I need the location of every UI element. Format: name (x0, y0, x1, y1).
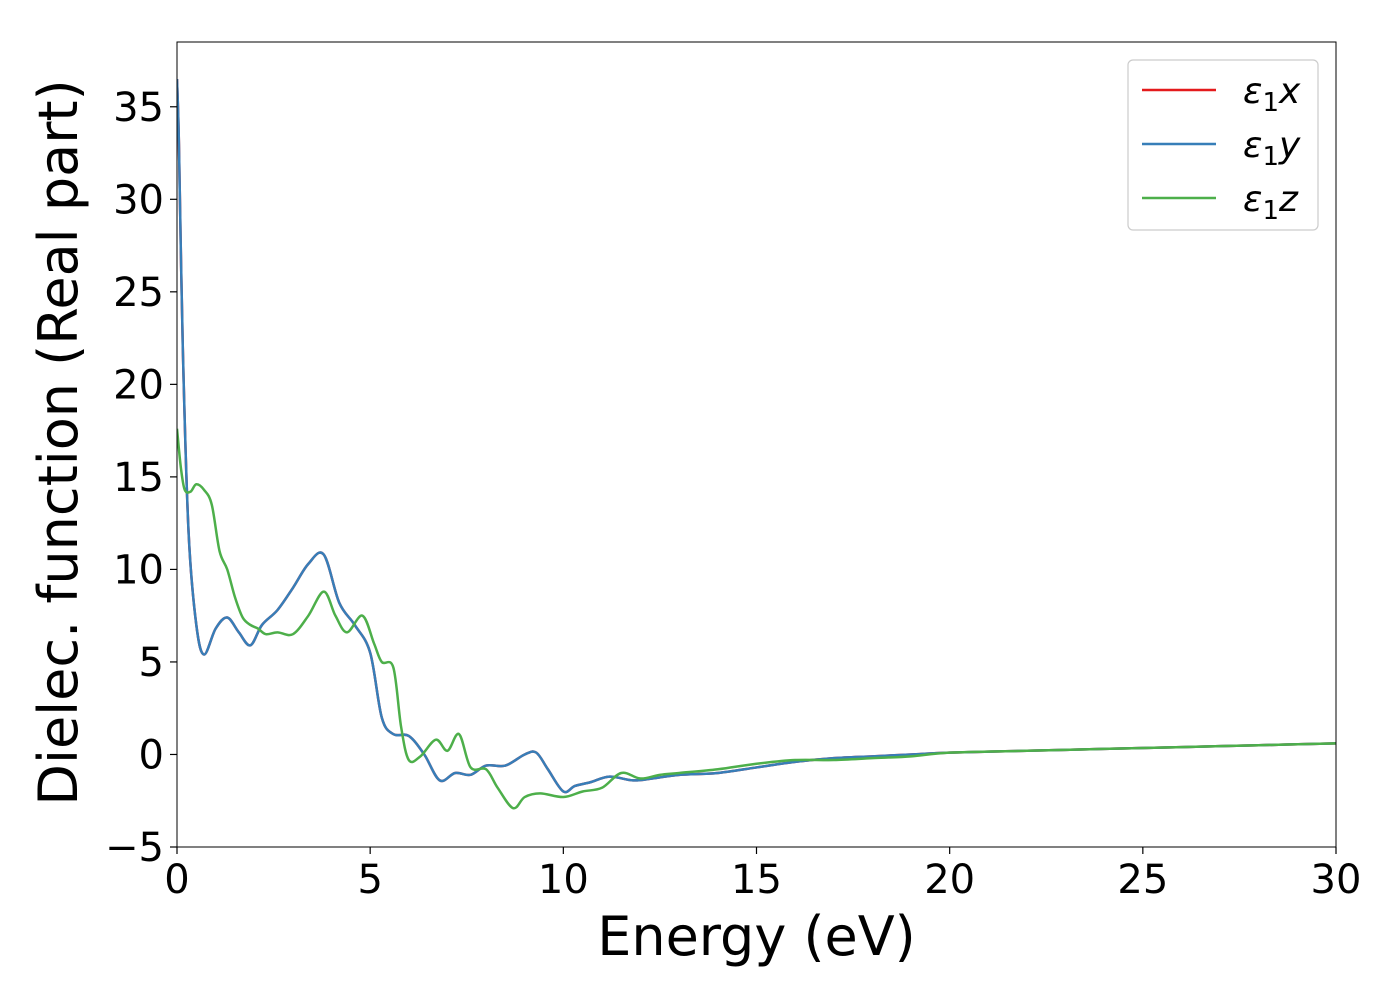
x-tick-label: 5 (357, 857, 382, 903)
x-tick-label: 20 (924, 857, 975, 903)
y-axis-label: Dielec. function (Real part) (27, 79, 90, 805)
y-tick-label: −5 (105, 825, 164, 871)
legend-label-x: ε1x (1243, 71, 1301, 118)
y-tick-label: 5 (139, 640, 164, 686)
legend-box (1127, 59, 1319, 231)
x-tick-label: 25 (1117, 857, 1168, 903)
y-tick-label: 10 (113, 547, 164, 593)
legend-items: ε1x ε1y ε1z (1142, 71, 1301, 226)
y-tick-label: 35 (113, 85, 164, 131)
x-tick-label: 15 (731, 857, 782, 903)
x-axis-label: Energy (eV) (597, 905, 916, 968)
legend-label-z: ε1z (1243, 179, 1299, 226)
y-tick-label: 15 (113, 455, 164, 501)
y-tick-label: 0 (139, 732, 164, 778)
series-line-z (177, 428, 1336, 810)
legend-label-y: ε1y (1243, 125, 1301, 172)
x-tick-label: 30 (1311, 857, 1362, 903)
series-layer (177, 78, 1336, 810)
x-tick-label: 10 (538, 857, 589, 903)
y-tick-label: 20 (113, 362, 164, 408)
y-tick-label: 30 (113, 177, 164, 223)
x-tick-label: 0 (164, 857, 189, 903)
y-tick-label: 25 (113, 270, 164, 316)
legend: ε1x ε1y ε1z (1127, 59, 1319, 231)
series-line-y (177, 78, 1336, 794)
